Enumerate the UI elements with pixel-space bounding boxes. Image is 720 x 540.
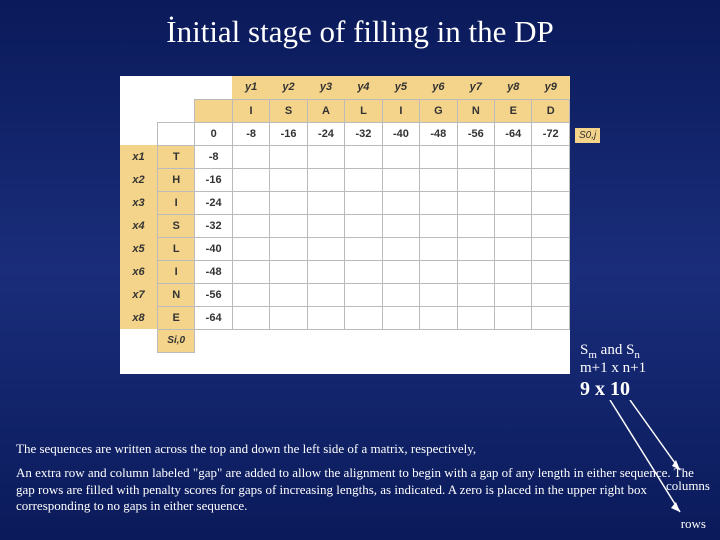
g-0: 0 <box>195 122 232 145</box>
col-l-2: A <box>307 99 344 122</box>
lg-6: -56 <box>195 283 232 306</box>
col-y-4: y5 <box>382 76 419 99</box>
col-y-1: y2 <box>270 76 307 99</box>
lg-5: -48 <box>195 260 232 283</box>
page-title: İnitial stage of filling in the DP <box>0 0 720 50</box>
row-l-2: I <box>157 191 194 214</box>
row-x-5: x6 <box>120 260 157 283</box>
row-l-1: H <box>157 168 194 191</box>
col-y-0: y1 <box>232 76 269 99</box>
col-l-4: I <box>382 99 419 122</box>
dp-matrix: y1 y2 y3 y4 y5 y6 y7 y8 y9 I S A L I G N… <box>120 76 570 374</box>
row-l-5: I <box>157 260 194 283</box>
para1: The sequences are written across the top… <box>16 441 704 457</box>
col-l-8: D <box>532 99 570 122</box>
col-l-3: L <box>345 99 382 122</box>
col-l-7: E <box>495 99 532 122</box>
g-9: -72 <box>532 122 570 145</box>
col-l-6: N <box>457 99 494 122</box>
lg-4: -40 <box>195 237 232 260</box>
col-y-7: y8 <box>495 76 532 99</box>
annot-sm-sn: Sm and Sn <box>580 342 640 361</box>
g-3: -24 <box>307 122 344 145</box>
dp-table: y1 y2 y3 y4 y5 y6 y7 y8 y9 I S A L I G N… <box>120 76 570 353</box>
annot-dim-value: 9 x 10 <box>580 378 630 401</box>
col-y-5: y6 <box>420 76 457 99</box>
row-x-1: x2 <box>120 168 157 191</box>
col-l-1: S <box>270 99 307 122</box>
lg-2: -24 <box>195 191 232 214</box>
row-l-0: T <box>157 145 194 168</box>
g-5: -40 <box>382 122 419 145</box>
g-8: -64 <box>495 122 532 145</box>
lg-3: -32 <box>195 214 232 237</box>
row-x-6: x7 <box>120 283 157 306</box>
row-x-4: x5 <box>120 237 157 260</box>
col-y-2: y3 <box>307 76 344 99</box>
g-4: -32 <box>345 122 382 145</box>
s0j-label: S0,j <box>575 128 600 143</box>
row-x-7: x8 <box>120 306 157 329</box>
lg-1: -16 <box>195 168 232 191</box>
body-text: The sequences are written across the top… <box>16 441 704 522</box>
row-x-0: x1 <box>120 145 157 168</box>
col-y-6: y7 <box>457 76 494 99</box>
si0-label: Si,0 <box>157 329 194 352</box>
g-2: -16 <box>270 122 307 145</box>
lg-0: -8 <box>195 145 232 168</box>
col-l-0: I <box>232 99 269 122</box>
row-x-3: x4 <box>120 214 157 237</box>
g-7: -56 <box>457 122 494 145</box>
row-l-6: N <box>157 283 194 306</box>
row-x-2: x3 <box>120 191 157 214</box>
row-l-3: S <box>157 214 194 237</box>
col-l-5: G <box>420 99 457 122</box>
g-6: -48 <box>420 122 457 145</box>
g-1: -8 <box>232 122 269 145</box>
para2: An extra row and column labeled "gap" ar… <box>16 465 704 514</box>
col-y-8: y9 <box>532 76 570 99</box>
annot-dim-formula: m+1 x n+1 <box>580 360 646 377</box>
col-y-3: y4 <box>345 76 382 99</box>
row-l-7: E <box>157 306 194 329</box>
lg-7: -64 <box>195 306 232 329</box>
row-l-4: L <box>157 237 194 260</box>
